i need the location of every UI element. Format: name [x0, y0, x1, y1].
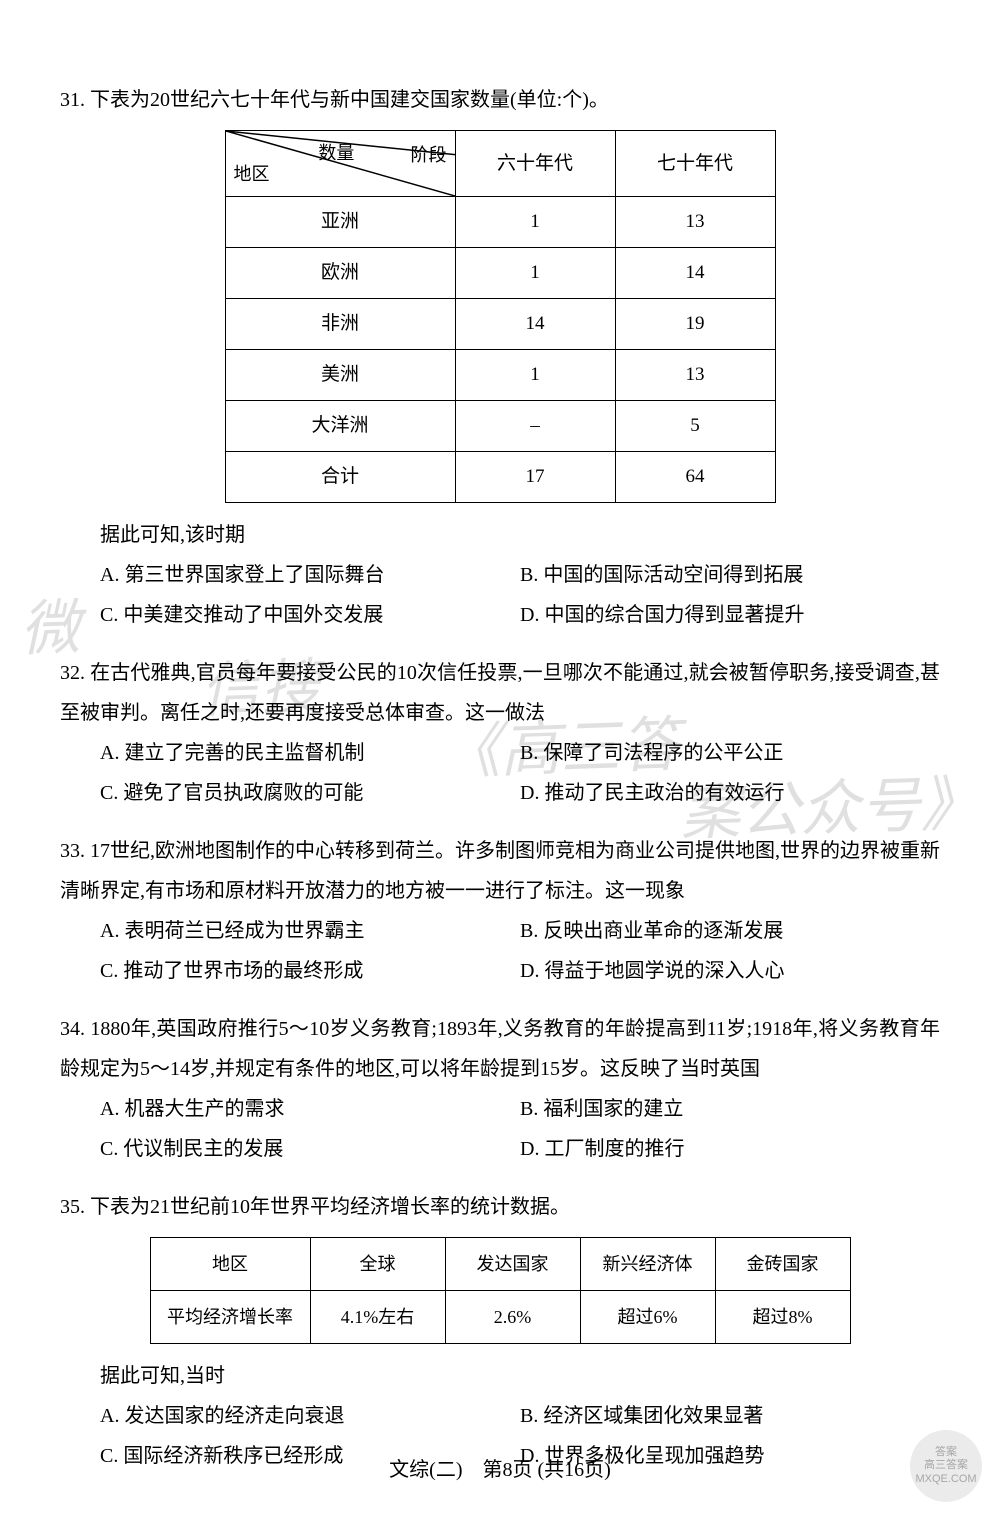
- option-b: B. 保障了司法程序的公平公正: [520, 733, 940, 773]
- option-a: A. 发达国家的经济走向衰退: [100, 1396, 520, 1436]
- q31-col-header: 六十年代: [455, 131, 615, 197]
- option-a: A. 机器大生产的需求: [100, 1089, 520, 1129]
- option-c: C. 代议制民主的发展: [100, 1129, 520, 1169]
- q35-post: 据此可知,当时: [60, 1356, 940, 1396]
- corner-badge: 答案 高三答案 MXQE.COM: [910, 1430, 982, 1502]
- table-row: 合计1764: [225, 452, 775, 503]
- diag-top: 数量: [318, 135, 354, 171]
- page-footer: 文综(二) 第8页 (共16页): [0, 1453, 1000, 1482]
- option-b: B. 福利国家的建立: [520, 1089, 940, 1129]
- table-row: 地区 全球 发达国家 新兴经济体 金砖国家: [150, 1238, 850, 1291]
- badge-line: 答案: [935, 1446, 957, 1459]
- diag-bottom: 地区: [234, 156, 270, 192]
- q31-post: 据此可知,该时期: [60, 515, 940, 555]
- option-a: A. 表明荷兰已经成为世界霸主: [100, 911, 520, 951]
- option-d: D. 得益于地圆学说的深入人心: [520, 951, 940, 991]
- q31-col-header: 七十年代: [615, 131, 775, 197]
- table-row: 欧洲114: [225, 248, 775, 299]
- diag-right: 阶段: [411, 137, 447, 173]
- question-33: 33. 17世纪,欧洲地图制作的中心转移到荷兰。许多制图师竞相为商业公司提供地图…: [60, 831, 940, 991]
- q31-text: 31. 下表为20世纪六七十年代与新中国建交国家数量(单位:个)。: [60, 80, 940, 120]
- option-b: B. 反映出商业革命的逐渐发展: [520, 911, 940, 951]
- badge-line: 高三答案: [924, 1459, 968, 1472]
- q33-text: 33. 17世纪,欧洲地图制作的中心转移到荷兰。许多制图师竞相为商业公司提供地图…: [60, 831, 940, 911]
- option-c: C. 中美建交推动了中国外交发展: [100, 595, 520, 635]
- option-c: C. 推动了世界市场的最终形成: [100, 951, 520, 991]
- question-34: 34. 1880年,英国政府推行5～10岁义务教育;1893年,义务教育的年龄提…: [60, 1009, 940, 1169]
- option-a: A. 第三世界国家登上了国际舞台: [100, 555, 520, 595]
- q34-text: 34. 1880年,英国政府推行5～10岁义务教育;1893年,义务教育的年龄提…: [60, 1009, 940, 1089]
- q34-options: A. 机器大生产的需求 B. 福利国家的建立 C. 代议制民主的发展 D. 工厂…: [60, 1089, 940, 1169]
- table-row: 大洋洲–5: [225, 401, 775, 452]
- badge-line: MXQE.COM: [915, 1473, 976, 1486]
- q31-table: 数量 阶段 地区 六十年代 七十年代 亚洲113 欧洲114 非洲1419 美洲…: [225, 130, 776, 503]
- q31-diag-header: 数量 阶段 地区: [225, 131, 455, 197]
- option-b: B. 经济区域集团化效果显著: [520, 1396, 940, 1436]
- option-d: D. 工厂制度的推行: [520, 1129, 940, 1169]
- table-row: 平均经济增长率 4.1%左右 2.6% 超过6% 超过8%: [150, 1291, 850, 1344]
- table-row: 非洲1419: [225, 299, 775, 350]
- question-35: 35. 下表为21世纪前10年世界平均经济增长率的统计数据。 地区 全球 发达国…: [60, 1187, 940, 1476]
- table-row: 美洲113: [225, 350, 775, 401]
- question-32: 32. 在古代雅典,官员每年要接受公民的10次信任投票,一旦哪次不能通过,就会被…: [60, 653, 940, 813]
- q35-text: 35. 下表为21世纪前10年世界平均经济增长率的统计数据。: [60, 1187, 940, 1227]
- table-row: 亚洲113: [225, 197, 775, 248]
- option-b: B. 中国的国际活动空间得到拓展: [520, 555, 940, 595]
- q35-table: 地区 全球 发达国家 新兴经济体 金砖国家 平均经济增长率 4.1%左右 2.6…: [150, 1237, 851, 1344]
- option-a: A. 建立了完善的民主监督机制: [100, 733, 520, 773]
- q32-options: A. 建立了完善的民主监督机制 B. 保障了司法程序的公平公正 C. 避免了官员…: [60, 733, 940, 813]
- q32-text: 32. 在古代雅典,官员每年要接受公民的10次信任投票,一旦哪次不能通过,就会被…: [60, 653, 940, 733]
- option-c: C. 避免了官员执政腐败的可能: [100, 773, 520, 813]
- q31-options: A. 第三世界国家登上了国际舞台 B. 中国的国际活动空间得到拓展 C. 中美建…: [60, 555, 940, 635]
- q33-options: A. 表明荷兰已经成为世界霸主 B. 反映出商业革命的逐渐发展 C. 推动了世界…: [60, 911, 940, 991]
- option-d: D. 中国的综合国力得到显著提升: [520, 595, 940, 635]
- option-d: D. 推动了民主政治的有效运行: [520, 773, 940, 813]
- question-31: 31. 下表为20世纪六七十年代与新中国建交国家数量(单位:个)。 数量 阶段 …: [60, 80, 940, 635]
